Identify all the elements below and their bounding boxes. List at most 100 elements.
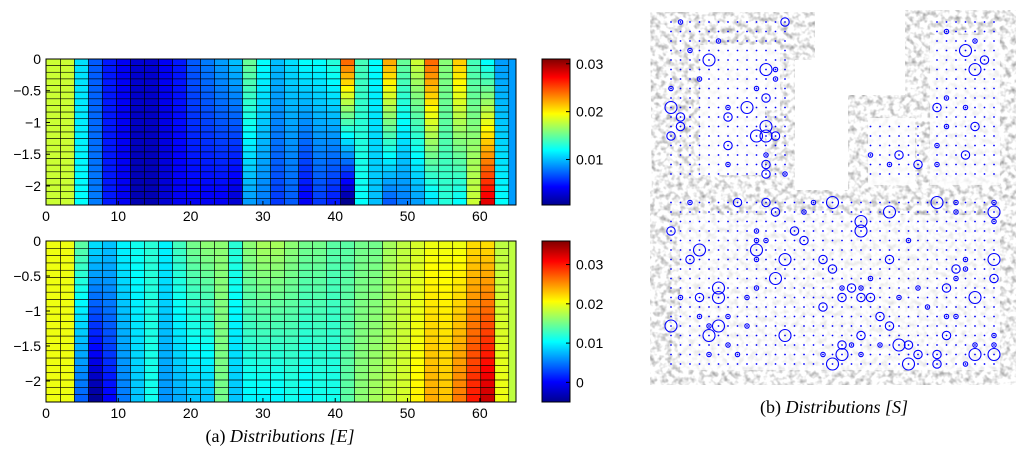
- heatmap-cell: [102, 184, 117, 193]
- heatmap-cell: [116, 58, 131, 66]
- heatmap-cell: [480, 105, 496, 113]
- grid-point: [993, 239, 995, 242]
- grid-point: [822, 277, 824, 280]
- grid-point: [774, 268, 777, 270]
- heatmap-cell: [466, 335, 482, 344]
- heatmap-cell: [354, 321, 369, 330]
- grid-point: [974, 116, 976, 118]
- heatmap-cell: [102, 71, 117, 80]
- heatmap-cell: [242, 291, 257, 300]
- grid-point: [774, 173, 777, 175]
- heatmap-cell: [200, 78, 215, 86]
- heatmap-cell: [410, 394, 426, 403]
- heatmap-cell: [494, 171, 510, 179]
- grid-point: [831, 230, 834, 232]
- heatmap-cell: [452, 306, 468, 315]
- grid-point: [983, 97, 986, 99]
- grid-point: [926, 249, 929, 251]
- grid-point: [679, 59, 682, 61]
- heatmap-cell: [200, 291, 215, 300]
- heatmap-cell: [382, 343, 397, 352]
- heatmap-cell: [130, 372, 145, 381]
- grid-point: [784, 363, 786, 365]
- grid-point: [774, 59, 777, 61]
- heatmap-cell: [45, 394, 61, 403]
- heatmap-cell: [326, 365, 341, 374]
- grid-point: [727, 296, 729, 299]
- heatmap-cell: [480, 291, 496, 300]
- distribution-circle: [778, 252, 792, 267]
- heatmap-cell: [326, 335, 341, 344]
- heatmap-cell: [284, 85, 299, 93]
- heatmap-cell: [60, 335, 75, 344]
- heatmap-cell: [452, 262, 468, 271]
- heatmap-cell: [494, 291, 510, 300]
- heatmap-cell: [172, 299, 187, 308]
- heatmap-cell: [88, 78, 103, 86]
- heatmap-cell: [466, 284, 482, 293]
- heatmap-cell: [284, 58, 299, 66]
- grid-point: [879, 268, 881, 270]
- heatmap-cell: [186, 357, 201, 366]
- heatmap-cell: [354, 65, 369, 73]
- grid-point: [679, 334, 682, 337]
- grid-point: [698, 268, 701, 270]
- grid-point: [993, 258, 995, 261]
- distribution-circle: [941, 283, 952, 293]
- grid-point: [955, 287, 957, 289]
- grid-point: [993, 211, 995, 213]
- grid-point: [964, 334, 967, 337]
- heatmap-cell: [340, 372, 355, 381]
- grid-point: [784, 239, 786, 242]
- heatmap-cell: [116, 240, 131, 249]
- heatmap-cell: [382, 191, 397, 199]
- heatmap-cell: [270, 65, 285, 73]
- heatmap-cell: [396, 277, 412, 286]
- grid-point: [774, 30, 777, 33]
- distribution-circle: [675, 121, 686, 132]
- grid-point: [936, 363, 938, 365]
- grid-point: [784, 125, 786, 128]
- heatmap-cell: [382, 184, 397, 193]
- heatmap-cell: [480, 313, 496, 322]
- heatmap-cell: [60, 284, 75, 293]
- grid-point: [736, 116, 739, 118]
- grid-point: [689, 154, 691, 156]
- grid-point: [736, 97, 739, 99]
- grid-point: [812, 296, 815, 299]
- grid-point: [983, 163, 986, 166]
- heatmap-cell: [284, 372, 299, 381]
- grid-point: [936, 344, 938, 346]
- heatmap-cell: [60, 394, 75, 403]
- grid-point: [746, 30, 748, 33]
- heatmap-cell: [130, 164, 145, 173]
- heatmap-cell: [354, 284, 369, 293]
- heatmap-cell: [368, 313, 383, 322]
- heatmap-cell: [410, 178, 426, 186]
- grid-point: [717, 220, 720, 223]
- heatmap-cell: [494, 240, 510, 249]
- heatmap-cell: [368, 111, 383, 120]
- heatmap-cell: [284, 291, 299, 300]
- grid-point: [670, 49, 672, 52]
- heatmap-cell: [284, 105, 299, 113]
- grid-point: [869, 296, 872, 299]
- grid-point: [698, 87, 701, 90]
- grid-point: [803, 201, 805, 204]
- grid-point: [727, 334, 729, 337]
- heatmap-cell: [298, 365, 313, 374]
- grid-point: [717, 87, 720, 90]
- grid-point: [822, 249, 824, 251]
- distribution-circle: [696, 313, 703, 320]
- distribution-circle: [951, 264, 961, 274]
- heatmap-cell: [256, 98, 271, 106]
- grid-point: [670, 40, 672, 42]
- grid-point: [926, 344, 929, 346]
- distribution-circle: [778, 328, 792, 343]
- grid-point: [831, 315, 834, 318]
- heatmap-cell: [396, 321, 412, 330]
- grid-point: [727, 306, 729, 308]
- heatmap-cell: [256, 164, 271, 173]
- distribution-circle: [987, 347, 1001, 362]
- heatmap-cell: [438, 255, 454, 264]
